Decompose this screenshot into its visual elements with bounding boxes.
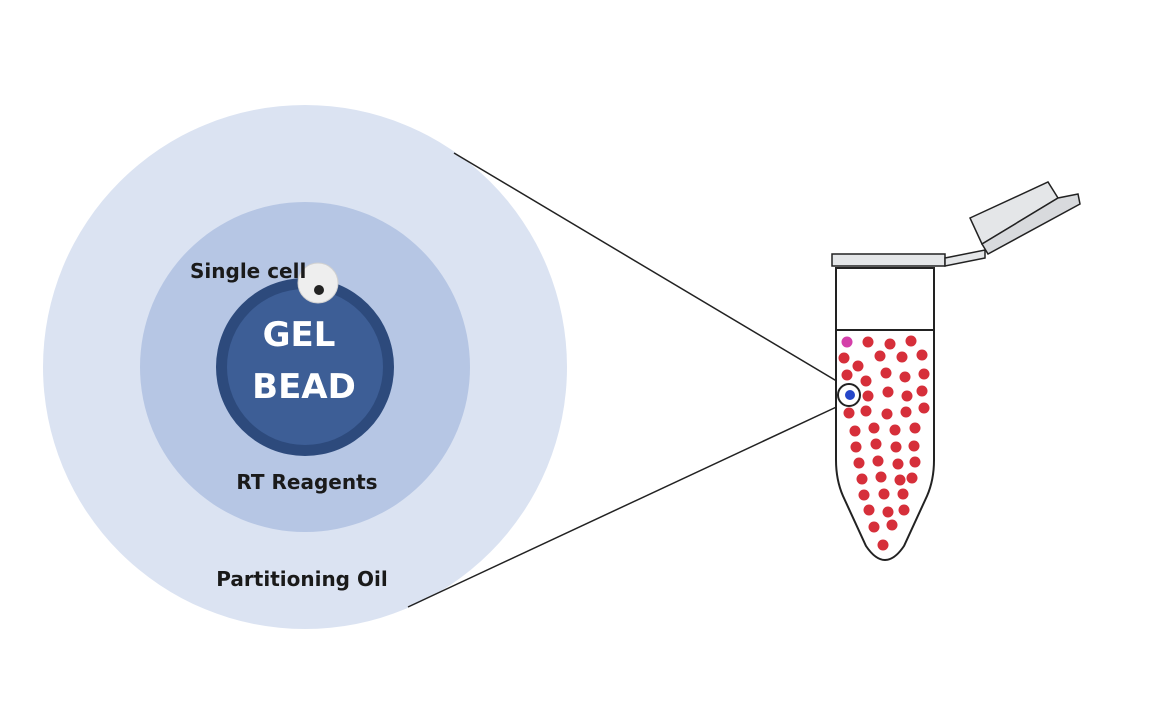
droplet [894, 474, 906, 486]
microcentrifuge-tube-icon [831, 181, 1081, 561]
droplet [880, 367, 892, 379]
rt-reagents-label: RT Reagents [236, 470, 377, 494]
highlighted-droplet-ring [837, 383, 861, 407]
droplet [868, 521, 880, 533]
droplet [900, 406, 912, 418]
droplet [860, 375, 872, 387]
droplet [892, 458, 904, 470]
droplet [882, 386, 894, 398]
droplet [905, 335, 917, 347]
highlighted-droplet [845, 390, 855, 400]
droplet [884, 338, 896, 350]
droplet [875, 471, 887, 483]
cell-nucleus [314, 285, 324, 295]
droplet [886, 519, 898, 531]
cell-icon [297, 262, 339, 304]
partitioning-oil-label: Partitioning Oil [216, 567, 387, 591]
droplet [916, 349, 928, 361]
droplet [874, 350, 886, 362]
droplet [852, 360, 864, 372]
droplet [906, 472, 918, 484]
single-cell-label: Single cell [190, 259, 306, 283]
gel-bead-label-line2: BEAD [252, 367, 356, 407]
droplet [918, 402, 930, 414]
droplet [850, 441, 862, 453]
droplet [896, 351, 908, 363]
droplet [878, 488, 890, 500]
droplet [898, 504, 910, 516]
droplet [841, 369, 853, 381]
droplet [877, 539, 889, 551]
droplets [838, 335, 930, 551]
droplet [843, 407, 855, 419]
droplet [881, 408, 893, 420]
droplet [858, 489, 870, 501]
droplet [882, 506, 894, 518]
droplet [853, 457, 865, 469]
tube-hinge [944, 249, 986, 267]
droplet [890, 441, 902, 453]
droplet [909, 422, 921, 434]
zoom-line-bottom [407, 402, 846, 608]
droplet-zoom: GEL BEAD Single cell RT Reagents Partiti… [43, 105, 567, 629]
droplet [863, 504, 875, 516]
droplet [868, 422, 880, 434]
droplet [862, 390, 874, 402]
droplet [872, 455, 884, 467]
droplet [870, 438, 882, 450]
droplet [862, 336, 874, 348]
droplet [897, 488, 909, 500]
droplet [899, 371, 911, 383]
droplet [908, 440, 920, 452]
tube-cap-flange [980, 193, 1081, 256]
droplet [918, 368, 930, 380]
droplet [849, 425, 861, 437]
gel-bead-label-line1: GEL [263, 315, 336, 355]
tube-rim [831, 253, 946, 267]
droplet [889, 424, 901, 436]
droplet [860, 405, 872, 417]
single-cell [297, 262, 339, 304]
droplet [856, 473, 868, 485]
droplet [909, 456, 921, 468]
droplet [916, 385, 928, 397]
gel-bead-inner [227, 289, 383, 445]
droplet [901, 390, 913, 402]
droplet [841, 336, 853, 348]
zoom-line-top [453, 152, 846, 387]
droplet [838, 352, 850, 364]
